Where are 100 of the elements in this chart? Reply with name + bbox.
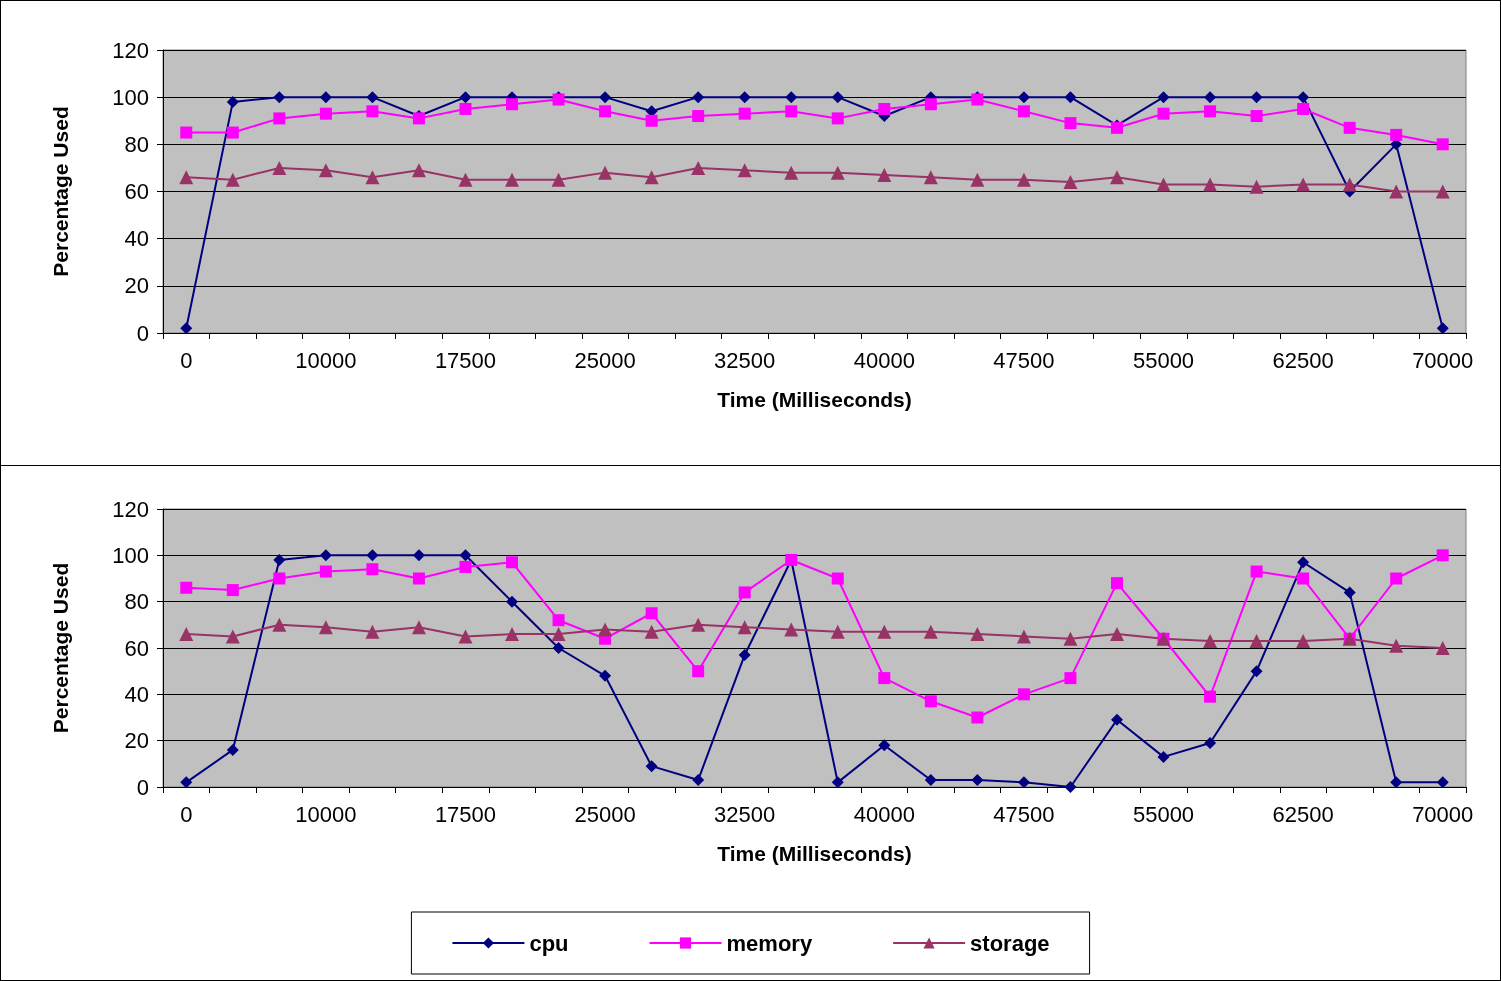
x-tick-label: 0 <box>180 347 193 373</box>
point <box>1157 107 1170 120</box>
point <box>692 110 705 123</box>
point <box>458 172 473 187</box>
point <box>411 163 426 178</box>
point <box>411 620 426 635</box>
point <box>645 760 658 773</box>
point <box>1204 690 1217 703</box>
point <box>971 711 984 724</box>
point <box>506 595 519 608</box>
point <box>878 102 891 115</box>
x-tick-label: 40000 <box>853 801 915 827</box>
point <box>599 105 612 118</box>
point <box>970 627 985 642</box>
point <box>1204 736 1217 749</box>
point <box>505 627 520 642</box>
point <box>1342 177 1357 192</box>
point <box>412 549 425 562</box>
point <box>1390 776 1403 789</box>
point <box>226 743 239 756</box>
point <box>1389 638 1404 653</box>
point <box>506 556 519 569</box>
point <box>366 91 379 104</box>
point <box>831 572 844 585</box>
point <box>1017 776 1030 789</box>
x-tick-label: 62500 <box>1272 347 1334 373</box>
point <box>179 627 194 642</box>
point <box>1296 634 1311 649</box>
point <box>366 549 379 562</box>
x-tick-label: 32500 <box>714 801 776 827</box>
point <box>505 172 520 187</box>
point <box>1203 634 1218 649</box>
legend-label: memory <box>726 930 813 956</box>
point <box>180 581 193 594</box>
point <box>878 739 891 752</box>
point <box>923 624 938 639</box>
point <box>692 774 705 787</box>
point <box>1016 172 1031 187</box>
point <box>180 322 193 335</box>
point <box>738 91 751 104</box>
point <box>784 622 799 637</box>
point <box>1109 170 1124 185</box>
point <box>1435 184 1450 199</box>
point <box>923 170 938 185</box>
point <box>598 622 613 637</box>
point <box>971 774 984 787</box>
x-tick-label: 17500 <box>434 347 497 373</box>
point <box>1389 184 1404 199</box>
point <box>830 624 845 639</box>
point <box>459 549 472 562</box>
legend-label: storage <box>970 930 1050 956</box>
y-tick-label: 60 <box>124 635 149 661</box>
point <box>878 672 891 685</box>
y-tick-label: 0 <box>136 320 149 346</box>
point <box>877 624 892 639</box>
point <box>1297 91 1310 104</box>
point <box>738 107 751 120</box>
x-tick-label: 32500 <box>714 347 776 373</box>
point <box>1343 121 1356 134</box>
point <box>692 665 705 678</box>
point <box>831 91 844 104</box>
x-tick-label: 10000 <box>295 347 357 373</box>
point <box>1297 572 1310 585</box>
y-tick-label: 60 <box>124 179 149 204</box>
point <box>877 167 892 182</box>
y-tick-label: 120 <box>112 37 149 63</box>
point <box>1204 105 1217 118</box>
point <box>645 114 658 127</box>
point <box>319 91 332 104</box>
point <box>924 695 937 708</box>
point <box>273 553 286 566</box>
x-tick-label: 25000 <box>574 347 636 373</box>
point <box>551 627 566 642</box>
point <box>1250 91 1263 104</box>
x-tick-label: 70000 <box>1412 347 1474 373</box>
point <box>1249 179 1264 194</box>
point <box>366 563 379 576</box>
y-tick-label: 120 <box>112 496 149 522</box>
x-tick-label: 10000 <box>295 801 357 827</box>
point <box>1203 177 1218 192</box>
point <box>412 572 425 585</box>
legend-label: cpu <box>529 930 569 956</box>
point <box>273 572 286 585</box>
point <box>1063 175 1078 190</box>
y-tick-label: 0 <box>136 774 149 800</box>
point <box>645 607 658 620</box>
point <box>1064 117 1077 130</box>
y-tick-label: 40 <box>124 681 149 707</box>
point <box>644 624 659 639</box>
point <box>365 170 380 185</box>
point <box>737 620 752 635</box>
point <box>692 91 705 104</box>
point <box>831 776 844 789</box>
point <box>273 91 286 104</box>
point <box>226 95 239 108</box>
x-tick-label: 55000 <box>1132 347 1195 373</box>
point <box>180 126 193 139</box>
y-axis-title: Percentage Used <box>49 562 72 734</box>
point <box>1343 586 1356 599</box>
point <box>1017 91 1030 104</box>
